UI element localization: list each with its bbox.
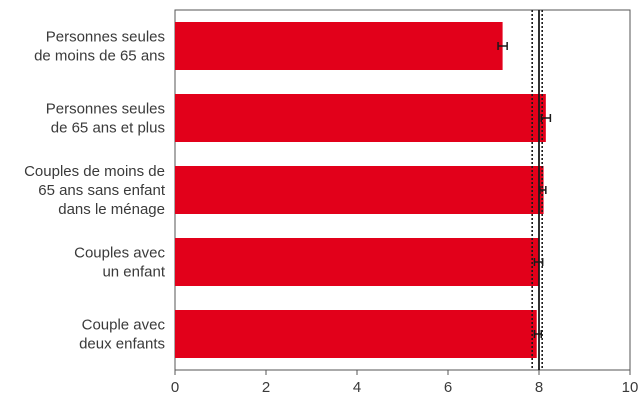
category-labels-group: Personnes seules de moins de 65 ans Person… bbox=[24, 29, 166, 353]
x-tick-label: 10 bbox=[622, 379, 639, 396]
category-label: Personnes seules de 65 ans et plus bbox=[46, 101, 165, 137]
x-axis-ticks-group: 0 2 4 6 8 10 bbox=[171, 370, 639, 396]
error-bar bbox=[497, 42, 508, 50]
x-tick-label: 6 bbox=[444, 379, 452, 396]
x-tick-label: 4 bbox=[353, 379, 361, 396]
error-bar bbox=[533, 330, 543, 338]
bars-group bbox=[175, 22, 546, 358]
category-label: Couple avec deux enfants bbox=[79, 317, 165, 353]
bar bbox=[175, 310, 537, 358]
bar bbox=[175, 22, 503, 70]
x-tick-label: 2 bbox=[262, 379, 270, 396]
category-label: Personnes seules de moins de 65 ans bbox=[34, 29, 165, 65]
bar bbox=[175, 238, 539, 286]
category-label: Couples avec un enfant bbox=[74, 245, 166, 281]
x-tick-label: 8 bbox=[535, 379, 543, 396]
x-tick-label: 0 bbox=[171, 379, 179, 396]
reference-lines-group bbox=[531, 10, 543, 370]
bar bbox=[175, 166, 544, 214]
bar bbox=[175, 94, 546, 142]
category-label: Couples de moins de 65 ans sans enfant dan… bbox=[24, 163, 166, 218]
